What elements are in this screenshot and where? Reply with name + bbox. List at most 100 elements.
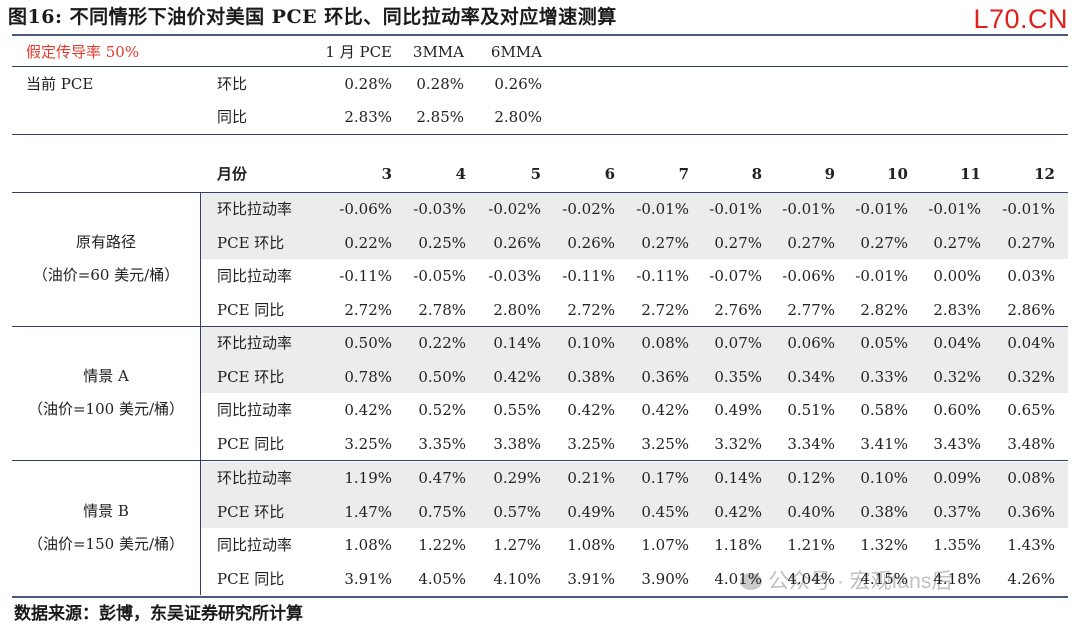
current-row-label: 同比 bbox=[217, 108, 248, 126]
scenario-value-cell: 0.05% bbox=[860, 334, 908, 352]
scenario-value-cell: 0.38% bbox=[860, 502, 908, 521]
current-header-cell: 6MMA bbox=[490, 43, 542, 61]
scenario-value-cell: 0.10% bbox=[567, 334, 615, 352]
scenario-value-cell: 4.05% bbox=[418, 569, 466, 588]
divider-line bbox=[12, 326, 1068, 327]
scenario-oil-price: （油价=60 美元/桶） bbox=[32, 266, 180, 284]
scenario-value-cell: 2.76% bbox=[714, 300, 762, 319]
scenario-value-cell: 0.42% bbox=[344, 401, 392, 419]
current-pce-row: 当前 PCE 环比 0.28% 0.28% 0.26% bbox=[12, 68, 1068, 101]
row-shading bbox=[201, 360, 1068, 393]
scenario-value-cell: 0.27% bbox=[1007, 233, 1055, 252]
scenario-value-cell: -0.01% bbox=[709, 200, 762, 218]
divider-line bbox=[12, 134, 1068, 135]
month-header-label: 月份 bbox=[217, 165, 248, 183]
scenario-value-cell: 1.32% bbox=[860, 536, 908, 554]
scenario-value-cell: 3.90% bbox=[641, 569, 689, 588]
scenario-value-cell: 1.35% bbox=[933, 536, 981, 554]
scenario-value-cell: 0.36% bbox=[641, 367, 689, 386]
wechat-icon bbox=[740, 573, 762, 590]
scenario-value-cell: 0.75% bbox=[418, 502, 466, 521]
scenario-value-cell: 0.27% bbox=[860, 233, 908, 252]
top-rule bbox=[12, 34, 1068, 36]
month-header-cell: 11 bbox=[960, 165, 981, 183]
watermark: 公众号 · 宏观fans后 bbox=[740, 565, 952, 595]
scenario-value-cell: 0.52% bbox=[418, 401, 466, 419]
scenario-value-cell: 3.34% bbox=[787, 434, 835, 453]
divider-line bbox=[12, 460, 1068, 461]
section-divider bbox=[200, 461, 201, 595]
scenario-value-cell: 0.27% bbox=[641, 233, 689, 252]
scenario-row-label: PCE 同比 bbox=[217, 300, 285, 319]
scenario-value-cell: 0.32% bbox=[933, 367, 981, 386]
scenario-value-cell: 0.57% bbox=[493, 502, 541, 521]
scenario-value-cell: 3.91% bbox=[567, 569, 615, 588]
site-logo: L70.CN bbox=[973, 4, 1068, 34]
figure-title: 图16: 不同情形下油价对美国 PCE 环比、同比拉动率及对应增速测算 bbox=[8, 6, 617, 28]
scenario-value-cell: -0.11% bbox=[562, 267, 615, 285]
scenario-value-cell: 0.06% bbox=[787, 334, 835, 352]
scenario-value-cell: -0.01% bbox=[855, 200, 908, 218]
current-header-cell: 3MMA bbox=[412, 43, 464, 61]
divider-line bbox=[12, 66, 1068, 67]
scenario-value-cell: 2.86% bbox=[1007, 300, 1055, 319]
scenario-row: 环比拉动率 1.19% 0.47% 0.29% 0.21% 0.17% 0.14% 0.12%… bbox=[12, 462, 1068, 495]
scenario-value-cell: 0.22% bbox=[344, 233, 392, 252]
watermark-text: 公众号 · 宏观fans后 bbox=[768, 570, 953, 593]
month-header-cell: 9 bbox=[824, 165, 835, 183]
scenario-value-cell: 0.51% bbox=[787, 401, 835, 419]
scenario-row: 同比拉动率 0.42% 0.52% 0.55% 0.42% 0.42% 0.49% 0.51%… bbox=[12, 394, 1068, 427]
divider-line bbox=[12, 192, 1068, 193]
scenario-value-cell: 2.83% bbox=[933, 300, 981, 319]
scenario-value-cell: 3.43% bbox=[933, 434, 981, 453]
scenario-row-label: PCE 同比 bbox=[217, 569, 285, 588]
scenario-row: PCE 同比 3.25% 3.35% 3.38% 3.25% 3.25% 3.32% 3.34… bbox=[12, 428, 1068, 461]
scenario-row: 同比拉动率 -0.11% -0.05% -0.03% -0.11% -0.11% -0.07… bbox=[12, 260, 1068, 293]
scenario-value-cell: 1.22% bbox=[418, 536, 466, 554]
assumption-row: 假定传导率 50% 1 月 PCE 3MMA 6MMA bbox=[12, 36, 1068, 69]
scenario-value-cell: 0.42% bbox=[641, 401, 689, 419]
scenario-value-cell: 0.36% bbox=[1007, 502, 1055, 521]
scenario-value-cell: 0.60% bbox=[933, 401, 981, 419]
scenario-value-cell: 4.15% bbox=[860, 569, 908, 588]
scenario-value-cell: 0.26% bbox=[493, 233, 541, 252]
source-note: 数据来源：彭博，东吴证券研究所计算 bbox=[14, 604, 303, 624]
scenario-value-cell: 3.32% bbox=[714, 434, 762, 453]
current-value-cell: 2.85% bbox=[416, 108, 464, 126]
scenario-row-label: 环比拉动率 bbox=[217, 334, 293, 352]
scenario-name: 原有路径 bbox=[75, 233, 136, 251]
scenario-value-cell: 0.49% bbox=[567, 502, 615, 521]
scenario-value-cell: 4.18% bbox=[933, 569, 981, 588]
scenario-value-cell: -0.05% bbox=[413, 267, 466, 285]
scenario-name: 情景 B bbox=[83, 502, 129, 520]
scenario-value-cell: 2.80% bbox=[493, 300, 541, 319]
scenario-section: 情景 B （油价=150 美元/桶） 环比拉动率 1.19% 0.47% 0.29% 0.2… bbox=[12, 461, 1068, 595]
scenario-value-cell: 4.04% bbox=[787, 569, 835, 588]
scenario-value-cell: 0.42% bbox=[493, 367, 541, 386]
scenario-row-label: PCE 环比 bbox=[217, 233, 285, 252]
month-header-cell: 12 bbox=[1034, 165, 1055, 183]
scenario-value-cell: -0.03% bbox=[488, 267, 541, 285]
scenario-value-cell: 0.65% bbox=[1007, 401, 1055, 419]
scenario-value-cell: 0.37% bbox=[933, 502, 981, 521]
scenario-value-cell: 2.82% bbox=[860, 300, 908, 319]
scenario-value-cell: -0.01% bbox=[636, 200, 689, 218]
current-value-cell: 0.28% bbox=[416, 75, 464, 93]
scenario-value-cell: 3.35% bbox=[418, 434, 466, 453]
scenario-value-cell: 1.08% bbox=[567, 536, 615, 554]
current-row-label: 环比 bbox=[217, 75, 248, 93]
month-header-cell: 7 bbox=[678, 165, 689, 183]
scenario-value-cell: 0.25% bbox=[418, 233, 466, 252]
scenario-value-cell: -0.01% bbox=[928, 200, 981, 218]
scenario-row-label: 同比拉动率 bbox=[217, 267, 293, 285]
scenario-row-label: PCE 环比 bbox=[217, 502, 285, 521]
scenario-value-cell: 1.27% bbox=[493, 536, 541, 554]
scenario-value-cell: 0.07% bbox=[714, 334, 762, 352]
scenario-value-cell: 0.78% bbox=[344, 367, 392, 386]
scenario-value-cell: 0.22% bbox=[418, 334, 466, 352]
current-value-cell: 0.28% bbox=[344, 75, 392, 93]
scenario-section: 情景 A （油价=100 美元/桶） 环比拉动率 0.50% 0.22% 0.14% 0.1… bbox=[12, 326, 1068, 460]
scenario-row: PCE 同比 3.91% 4.05% 4.10% 3.91% 3.90% 4.01% 4.04… bbox=[12, 563, 1068, 596]
scenario-value-cell: -0.02% bbox=[562, 200, 615, 218]
scenario-row-label: PCE 同比 bbox=[217, 434, 285, 453]
